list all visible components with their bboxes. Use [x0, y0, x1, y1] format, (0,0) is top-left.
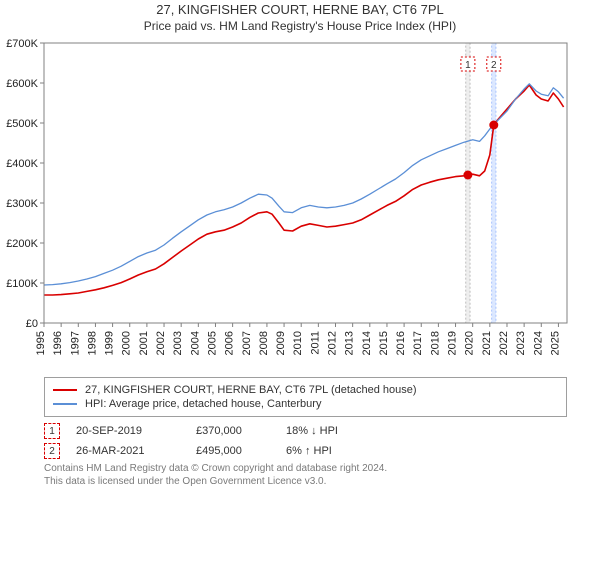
svg-text:2005: 2005	[206, 331, 218, 355]
svg-text:2: 2	[491, 60, 497, 71]
credits: Contains HM Land Registry data © Crown c…	[44, 463, 567, 488]
svg-text:2001: 2001	[138, 331, 150, 355]
svg-text:1999: 1999	[104, 331, 116, 355]
chart-subtitle: Price paid vs. HM Land Registry's House …	[0, 19, 600, 33]
sale-price: £495,000	[196, 445, 286, 457]
legend-swatch	[53, 389, 77, 391]
svg-text:2016: 2016	[395, 331, 407, 355]
svg-text:1995: 1995	[35, 331, 47, 355]
svg-text:2008: 2008	[258, 331, 270, 355]
legend-label: 27, KINGFISHER COURT, HERNE BAY, CT6 7PL…	[85, 384, 417, 396]
svg-text:2002: 2002	[155, 331, 167, 355]
svg-text:2019: 2019	[447, 331, 459, 355]
legend-label: HPI: Average price, detached house, Cant…	[85, 398, 321, 410]
svg-text:2022: 2022	[498, 331, 510, 355]
svg-text:2006: 2006	[224, 331, 236, 355]
svg-text:2024: 2024	[532, 331, 544, 355]
sales-table: 1 20-SEP-2019£370,00018% ↓ HPI 2 26-MAR-202…	[44, 423, 567, 459]
legend: 27, KINGFISHER COURT, HERNE BAY, CT6 7PL…	[44, 377, 567, 417]
credit-line-2: This data is licensed under the Open Gov…	[44, 476, 567, 489]
sale-marker: 1	[44, 423, 60, 439]
svg-text:1: 1	[465, 60, 471, 71]
chart-title: 27, KINGFISHER COURT, HERNE BAY, CT6 7PL	[0, 2, 600, 17]
svg-text:£0: £0	[26, 318, 38, 330]
sale-hpi-delta: 6% ↑ HPI	[286, 445, 366, 457]
svg-text:2000: 2000	[121, 331, 133, 355]
svg-text:2015: 2015	[378, 331, 390, 355]
svg-text:£300K: £300K	[6, 198, 38, 210]
sale-date: 26-MAR-2021	[76, 445, 196, 457]
sale-marker: 2	[44, 443, 60, 459]
svg-text:£400K: £400K	[6, 158, 38, 170]
sale-price: £370,000	[196, 425, 286, 437]
chart-area: £0 £100K £200K £300K £400K £500K £600K £700K 199…	[0, 39, 600, 369]
line-chart-svg: £0 £100K £200K £300K £400K £500K £600K £700K 199…	[0, 39, 600, 369]
svg-text:2009: 2009	[275, 331, 287, 355]
svg-text:2025: 2025	[549, 331, 561, 355]
svg-text:2007: 2007	[241, 331, 253, 355]
svg-text:£200K: £200K	[6, 238, 38, 250]
svg-text:1997: 1997	[69, 331, 81, 355]
sale-row: 1 20-SEP-2019£370,00018% ↓ HPI	[44, 423, 567, 439]
svg-text:2023: 2023	[515, 331, 527, 355]
svg-text:2010: 2010	[292, 331, 304, 355]
svg-text:£500K: £500K	[6, 118, 38, 130]
svg-text:£100K: £100K	[6, 278, 38, 290]
sale-row: 2 26-MAR-2021£495,0006% ↑ HPI	[44, 443, 567, 459]
svg-text:1998: 1998	[86, 331, 98, 355]
svg-text:£600K: £600K	[6, 78, 38, 90]
svg-text:1996: 1996	[52, 331, 64, 355]
legend-item: 27, KINGFISHER COURT, HERNE BAY, CT6 7PL…	[53, 384, 558, 396]
sale-hpi-delta: 18% ↓ HPI	[286, 425, 366, 437]
svg-text:2018: 2018	[429, 331, 441, 355]
svg-text:2021: 2021	[481, 331, 493, 355]
svg-text:2011: 2011	[309, 331, 321, 355]
svg-text:2004: 2004	[189, 331, 201, 355]
svg-text:2020: 2020	[464, 331, 476, 355]
svg-text:2014: 2014	[361, 331, 373, 355]
legend-item: HPI: Average price, detached house, Cant…	[53, 398, 558, 410]
credit-line-1: Contains HM Land Registry data © Crown c…	[44, 463, 567, 476]
svg-text:2003: 2003	[172, 331, 184, 355]
svg-text:£700K: £700K	[6, 39, 38, 50]
svg-text:2013: 2013	[344, 331, 356, 355]
svg-text:2017: 2017	[412, 331, 424, 355]
sale-date: 20-SEP-2019	[76, 425, 196, 437]
legend-swatch	[53, 403, 77, 405]
svg-text:2012: 2012	[327, 331, 339, 355]
